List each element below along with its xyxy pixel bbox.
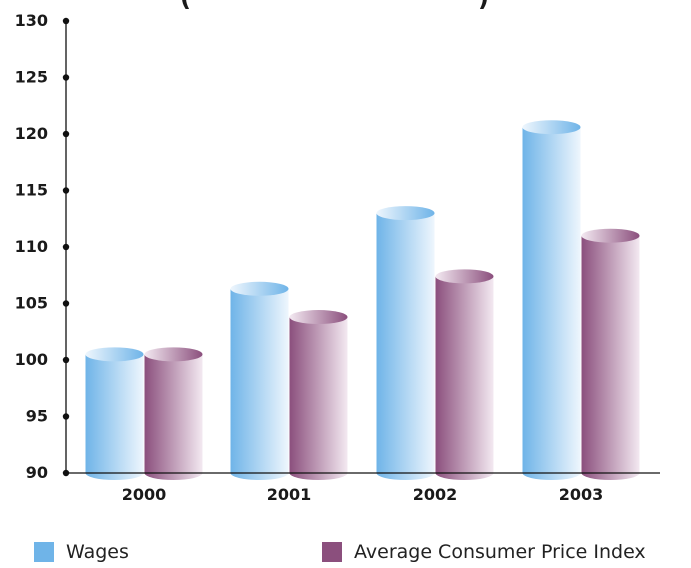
y-tick-mark [62, 187, 70, 194]
y-tick-label: 90 [26, 463, 48, 482]
bar-chart: ( ) 2000 2001 2002 2003 90 95 100 105 110 115 120 1… [15, 0, 660, 504]
chart-title-close: ) [478, 0, 489, 12]
bar-wages-2003 [522, 120, 581, 481]
x-tick-label: 2002 [413, 485, 458, 504]
y-tick-mark [62, 17, 70, 25]
legend-item-cpi: Average Consumer Price Index [322, 538, 646, 566]
y-tick-mark [62, 130, 70, 138]
x-tick-label: 2003 [559, 485, 604, 504]
bar-wages-2000 [85, 347, 144, 481]
y-tick-label: 120 [15, 124, 48, 143]
y-tick-mark [62, 356, 70, 364]
bar-wages-2002 [376, 206, 435, 481]
y-tick-label: 125 [15, 68, 48, 87]
y-tick-mark [62, 300, 70, 307]
y-tick-mark [62, 243, 70, 251]
bar-cpi-2000 [144, 347, 203, 481]
y-tick-mark [62, 413, 70, 420]
legend-swatch-wages [34, 542, 54, 562]
y-tick-mark [62, 74, 70, 81]
x-tick-label: 2001 [267, 485, 312, 504]
y-tick-label: 105 [15, 294, 48, 313]
y-tick-label: 95 [26, 407, 48, 426]
x-tick-label: 2000 [122, 485, 167, 504]
y-tick-mark [62, 469, 70, 477]
bar-wages-2001 [230, 281, 289, 480]
legend-swatch-cpi [322, 542, 342, 562]
legend-label-cpi: Average Consumer Price Index [354, 541, 646, 563]
legend-item-wages: Wages [34, 538, 129, 566]
chart-title-open: ( [180, 0, 191, 12]
bar-cpi-2001 [289, 310, 348, 481]
y-tick-label: 100 [15, 350, 48, 369]
y-tick-label: 130 [15, 11, 48, 30]
legend-label-wages: Wages [66, 541, 129, 563]
y-tick-label: 115 [15, 181, 48, 200]
bar-cpi-2002 [435, 269, 494, 480]
y-tick-label: 110 [15, 237, 48, 256]
bar-cpi-2003 [581, 228, 640, 481]
